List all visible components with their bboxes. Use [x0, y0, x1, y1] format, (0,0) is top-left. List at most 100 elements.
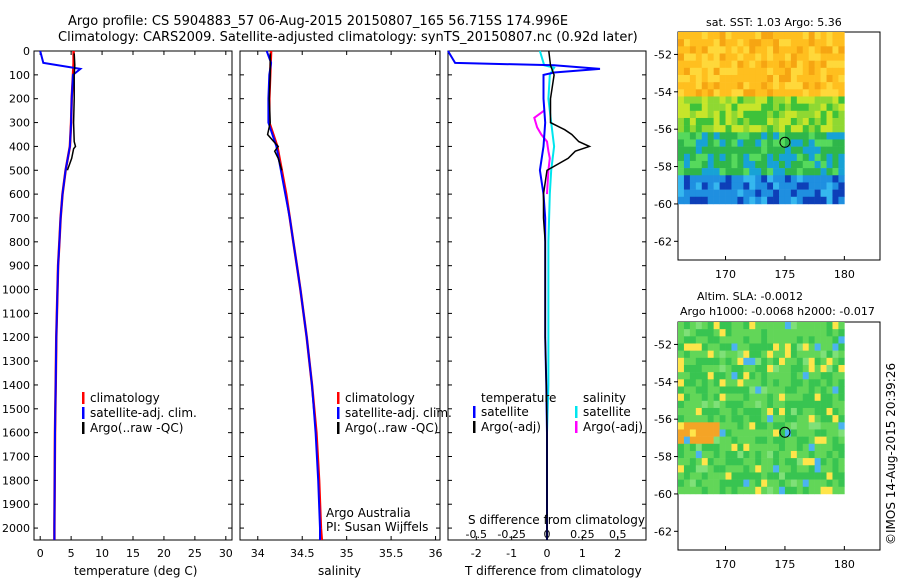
map-cell [737, 110, 744, 119]
legend-diff-right-0: satellite [583, 405, 631, 419]
map-cell [767, 458, 774, 466]
map-cell [832, 357, 839, 366]
map-cell [779, 364, 786, 373]
map-cell [725, 329, 732, 337]
map-cell [802, 329, 809, 337]
map-cell [808, 386, 815, 394]
map-cell [719, 132, 726, 140]
map-cell [802, 415, 809, 423]
map-cell [826, 465, 833, 473]
map-cell [802, 82, 809, 90]
legend-sal-0: climatology [345, 391, 415, 405]
map-cell [713, 89, 720, 97]
map-cell [790, 67, 798, 76]
map-cell [790, 336, 798, 344]
map-cell [695, 46, 703, 54]
map-cell [808, 175, 815, 183]
map-cell [779, 60, 786, 69]
y-tick-label: 1300 [2, 355, 30, 368]
map-cell [683, 407, 691, 416]
map-cell [701, 400, 708, 409]
map-cell [695, 96, 703, 104]
map-cell [767, 429, 774, 437]
map-cell [802, 189, 809, 198]
map-cell [790, 153, 798, 162]
map-cell [796, 407, 804, 416]
map2-title-line-1: Altim. SLA: -0.0012 [697, 290, 804, 303]
map-cell [683, 372, 691, 380]
map-cell [719, 350, 726, 359]
map-x-tick-label: 180 [834, 558, 855, 571]
map-cell [820, 60, 827, 69]
map-cell [683, 322, 691, 330]
x-tick-label: -1 [506, 547, 517, 560]
map-cell [773, 393, 780, 402]
map-cell [737, 458, 744, 466]
map-cell [767, 400, 774, 409]
map-cell [755, 153, 762, 162]
map-cell [802, 125, 809, 133]
map-cell [678, 472, 685, 480]
map-cell [820, 125, 827, 133]
map-cell [719, 168, 726, 176]
map-cell [779, 372, 786, 380]
map-cell [767, 67, 774, 76]
map-cell [678, 117, 685, 126]
map-cell [719, 53, 726, 61]
map-cell [695, 322, 703, 330]
map-cell [731, 168, 738, 176]
map-cell [820, 343, 827, 351]
map-cell [838, 443, 845, 452]
map-cell [737, 364, 744, 373]
map-cell [814, 96, 821, 104]
map-cell [814, 465, 821, 473]
map-cell [713, 379, 720, 387]
map-cell [701, 117, 708, 126]
map-cell [814, 422, 821, 430]
map-cell [749, 182, 756, 190]
map-cell [749, 379, 756, 387]
map-cell [731, 67, 738, 76]
map-cell [725, 196, 732, 205]
map-cell [767, 443, 774, 452]
map-cell [695, 486, 703, 495]
map-cell [761, 465, 768, 473]
map-cell [678, 160, 685, 169]
map-cell [743, 364, 750, 373]
map-cell [802, 436, 809, 445]
map-cell [808, 60, 815, 69]
map-cell [743, 393, 750, 402]
map-cell [731, 443, 738, 452]
map-cell [790, 465, 798, 473]
map-cell [737, 67, 744, 76]
map-cell [719, 139, 726, 147]
map-cell [737, 53, 744, 61]
map-cell [779, 139, 786, 147]
map-cell [802, 372, 809, 380]
map-cell [731, 322, 738, 330]
map-cell [808, 379, 815, 387]
map-cell [743, 343, 750, 351]
map-cell [683, 364, 691, 373]
map-cell [719, 336, 726, 344]
map-cell [719, 343, 726, 351]
map-cell [779, 472, 786, 480]
map-cell [808, 89, 815, 97]
map-cell [826, 479, 833, 488]
map-cell [731, 329, 738, 337]
map-cell [707, 386, 714, 394]
map-cell [737, 422, 744, 430]
map-cell [814, 322, 821, 330]
map-cell [683, 74, 691, 83]
map-cell [820, 46, 827, 54]
map-cell [743, 436, 750, 445]
map-cell [678, 89, 685, 97]
map-cell [814, 372, 821, 380]
series-line-salinity-argo-adj- [533, 109, 551, 195]
map-cell [719, 103, 726, 112]
map-cell [838, 103, 845, 112]
map-cell [784, 146, 792, 155]
map-cell [695, 160, 703, 169]
map-cell [749, 450, 756, 459]
map-cell [808, 407, 815, 416]
